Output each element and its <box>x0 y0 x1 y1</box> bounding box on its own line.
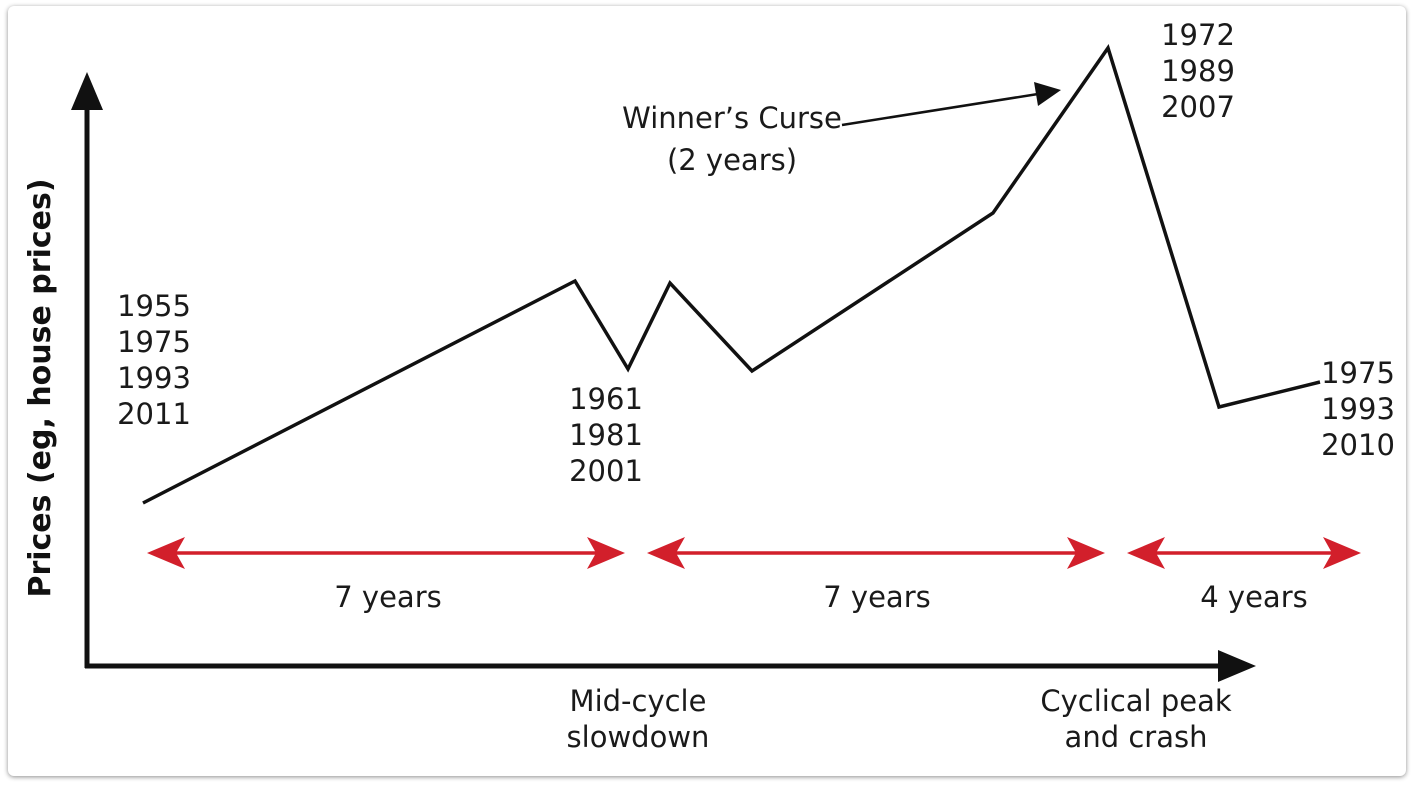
winners-curse-pointer-head <box>1034 82 1061 106</box>
year-group-end: 1975 1993 2010 <box>1321 356 1395 462</box>
year-label: 1961 <box>569 382 643 416</box>
x-axis-arrowhead <box>1218 650 1256 682</box>
winners-curse-duration: (2 years) <box>667 143 797 177</box>
year-label: 1993 <box>117 361 191 395</box>
year-label: 1975 <box>117 325 191 359</box>
period-arrow-2 <box>647 537 1105 569</box>
period-label-2: 7 years <box>823 580 930 614</box>
year-label: 2001 <box>569 454 643 488</box>
year-label: 1989 <box>1161 54 1235 88</box>
price-cycle-line <box>142 44 1321 505</box>
period-arrow-1 <box>147 537 625 569</box>
year-label: 1993 <box>1321 392 1395 426</box>
year-group-mid: 1961 1981 2001 <box>569 382 643 488</box>
diagram-frame <box>8 6 1406 776</box>
period-arrow-3 <box>1127 537 1361 569</box>
winners-curse-pointer <box>841 92 1039 127</box>
year-label: 1972 <box>1161 18 1235 52</box>
y-axis-arrowhead <box>71 72 103 110</box>
cyclical-peak-label-line1: Cyclical peak <box>1040 684 1231 718</box>
y-axis-label: Prices (eg, house prices) <box>23 178 58 597</box>
year-label: 2007 <box>1161 90 1235 124</box>
mid-cycle-label-line2: slowdown <box>567 720 710 754</box>
year-label: 1955 <box>117 289 191 323</box>
year-label: 2011 <box>117 397 191 431</box>
period-label-1: 7 years <box>334 580 441 614</box>
winners-curse-title: Winner’s Curse <box>622 101 842 135</box>
mid-cycle-label-line1: Mid-cycle <box>570 684 707 718</box>
period-label-3: 4 years <box>1200 580 1307 614</box>
year-label: 2010 <box>1321 428 1395 462</box>
year-label: 1981 <box>569 418 643 452</box>
cyclical-peak-label-line2: and crash <box>1065 720 1208 754</box>
year-group-peak: 1972 1989 2007 <box>1161 18 1235 124</box>
year-label: 1975 <box>1321 356 1395 390</box>
year-group-start: 1955 1975 1993 2011 <box>117 289 191 431</box>
